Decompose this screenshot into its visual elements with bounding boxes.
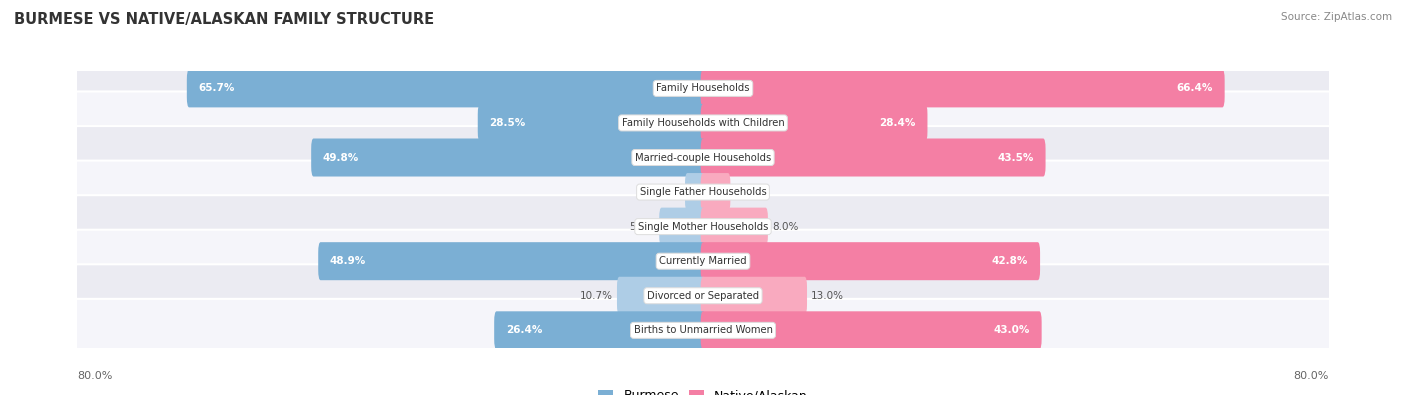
FancyBboxPatch shape (617, 277, 706, 315)
FancyBboxPatch shape (73, 230, 1333, 293)
FancyBboxPatch shape (700, 311, 1042, 349)
Text: 10.7%: 10.7% (581, 291, 613, 301)
Text: Single Father Households: Single Father Households (640, 187, 766, 197)
Text: 3.2%: 3.2% (734, 187, 761, 197)
Text: 42.8%: 42.8% (993, 256, 1028, 266)
Text: Family Households: Family Households (657, 83, 749, 93)
FancyBboxPatch shape (311, 139, 706, 177)
FancyBboxPatch shape (700, 277, 807, 315)
Text: Source: ZipAtlas.com: Source: ZipAtlas.com (1281, 12, 1392, 22)
Text: BURMESE VS NATIVE/ALASKAN FAMILY STRUCTURE: BURMESE VS NATIVE/ALASKAN FAMILY STRUCTU… (14, 12, 434, 27)
Text: 28.4%: 28.4% (879, 118, 915, 128)
FancyBboxPatch shape (700, 70, 1225, 107)
FancyBboxPatch shape (318, 242, 706, 280)
Legend: Burmese, Native/Alaskan: Burmese, Native/Alaskan (599, 389, 807, 395)
FancyBboxPatch shape (73, 57, 1333, 120)
FancyBboxPatch shape (700, 139, 1046, 177)
FancyBboxPatch shape (73, 264, 1333, 327)
Text: 65.7%: 65.7% (198, 83, 235, 93)
Text: 2.0%: 2.0% (655, 187, 681, 197)
FancyBboxPatch shape (700, 104, 928, 142)
FancyBboxPatch shape (494, 311, 706, 349)
Text: 5.3%: 5.3% (628, 222, 655, 231)
FancyBboxPatch shape (659, 208, 706, 246)
Text: Births to Unmarried Women: Births to Unmarried Women (634, 325, 772, 335)
FancyBboxPatch shape (73, 299, 1333, 362)
FancyBboxPatch shape (685, 173, 706, 211)
Text: 43.0%: 43.0% (994, 325, 1031, 335)
FancyBboxPatch shape (700, 173, 730, 211)
FancyBboxPatch shape (187, 70, 706, 107)
FancyBboxPatch shape (73, 126, 1333, 189)
Text: Single Mother Households: Single Mother Households (638, 222, 768, 231)
Text: 28.5%: 28.5% (489, 118, 526, 128)
FancyBboxPatch shape (73, 195, 1333, 258)
Text: 26.4%: 26.4% (506, 325, 543, 335)
Text: 49.8%: 49.8% (323, 152, 359, 162)
Text: Family Households with Children: Family Households with Children (621, 118, 785, 128)
Text: Currently Married: Currently Married (659, 256, 747, 266)
Text: 13.0%: 13.0% (811, 291, 844, 301)
Text: 80.0%: 80.0% (77, 371, 112, 381)
Text: 80.0%: 80.0% (1294, 371, 1329, 381)
Text: Married-couple Households: Married-couple Households (636, 152, 770, 162)
FancyBboxPatch shape (73, 92, 1333, 154)
Text: 48.9%: 48.9% (330, 256, 366, 266)
FancyBboxPatch shape (700, 208, 768, 246)
Text: 66.4%: 66.4% (1177, 83, 1213, 93)
Text: Divorced or Separated: Divorced or Separated (647, 291, 759, 301)
FancyBboxPatch shape (73, 161, 1333, 224)
FancyBboxPatch shape (478, 104, 706, 142)
Text: 8.0%: 8.0% (772, 222, 799, 231)
FancyBboxPatch shape (700, 242, 1040, 280)
Text: 43.5%: 43.5% (997, 152, 1033, 162)
